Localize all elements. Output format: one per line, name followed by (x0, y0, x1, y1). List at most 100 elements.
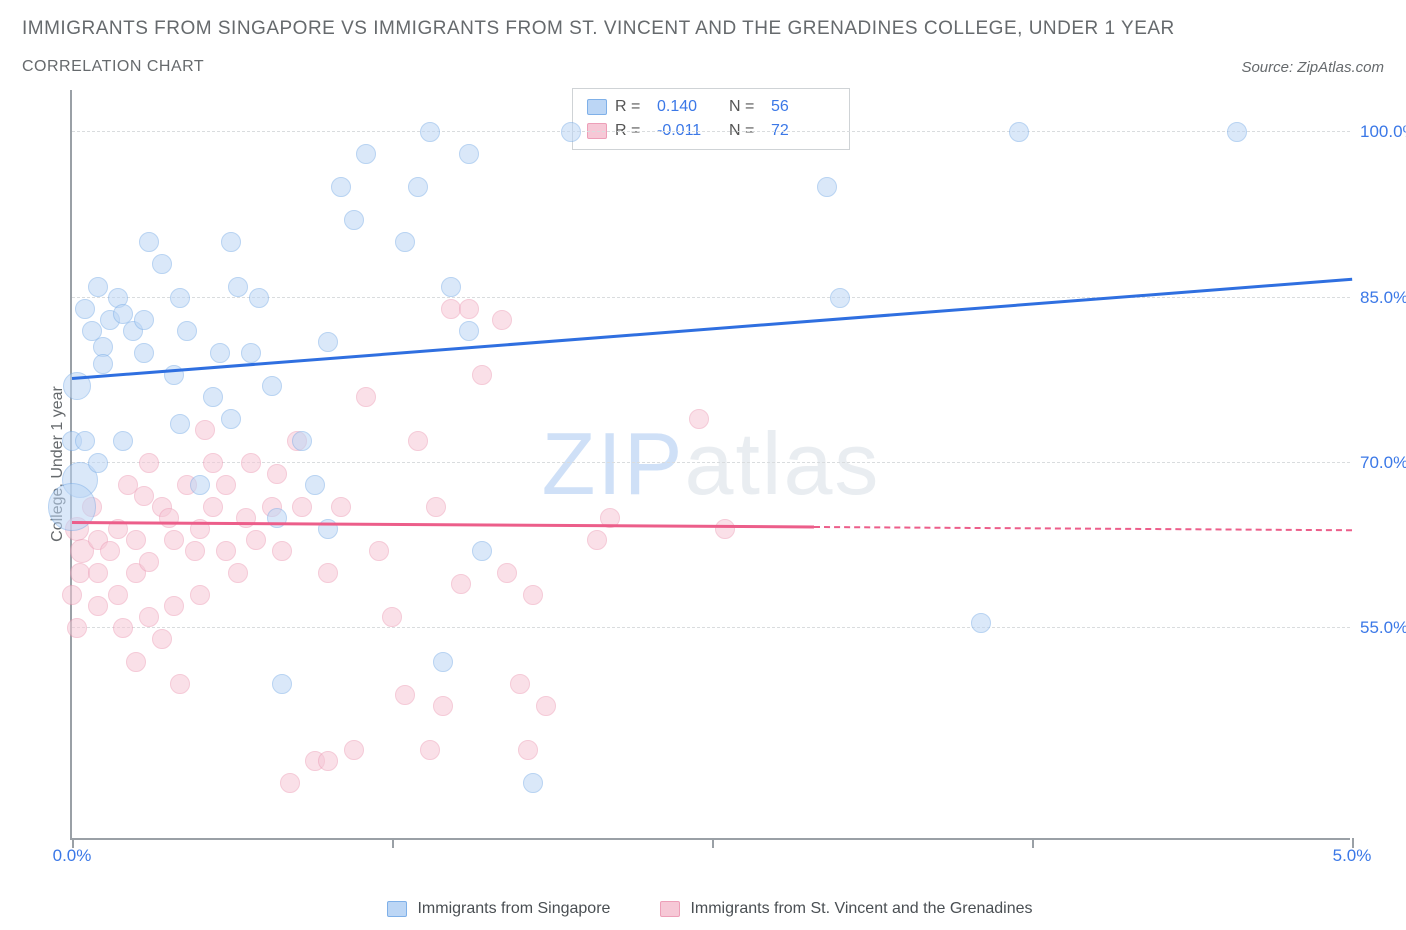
legend-swatch (387, 901, 407, 917)
scatter-point-stvincent (518, 740, 538, 760)
legend-label: Immigrants from St. Vincent and the Gren… (690, 900, 1032, 918)
scatter-point-stvincent (152, 629, 172, 649)
scatter-point-stvincent (67, 618, 87, 638)
legend-item: Immigrants from St. Vincent and the Gren… (660, 900, 1032, 918)
y-tick-label: 85.0% (1360, 288, 1406, 308)
scatter-point-singapore (170, 414, 190, 434)
n-label: N = (729, 98, 763, 116)
gridline (72, 462, 1350, 463)
scatter-point-stvincent (139, 552, 159, 572)
x-tick-label: 0.0% (53, 846, 92, 866)
scatter-point-singapore (344, 210, 364, 230)
scatter-point-singapore (459, 321, 479, 341)
scatter-point-stvincent (395, 685, 415, 705)
trend-line-stvincent (72, 521, 814, 528)
x-tick (1032, 838, 1034, 848)
legend-swatch (587, 99, 607, 115)
scatter-point-stvincent (159, 508, 179, 528)
scatter-point-singapore (221, 232, 241, 252)
scatter-point-singapore (221, 409, 241, 429)
scatter-point-singapore (830, 288, 850, 308)
scatter-point-stvincent (715, 519, 735, 539)
scatter-point-stvincent (472, 365, 492, 385)
scatter-point-stvincent (344, 740, 364, 760)
scatter-point-stvincent (267, 464, 287, 484)
legend-label: Immigrants from Singapore (417, 900, 610, 918)
scatter-point-stvincent (536, 696, 556, 716)
scatter-point-stvincent (190, 585, 210, 605)
scatter-point-singapore (210, 343, 230, 363)
scatter-point-stvincent (62, 585, 82, 605)
scatter-point-stvincent (126, 530, 146, 550)
scatter-point-singapore (523, 773, 543, 793)
legend-stat-row: R = 0.140 N = 56 (587, 95, 835, 119)
scatter-point-singapore (331, 177, 351, 197)
legend-item: Immigrants from Singapore (387, 900, 610, 918)
y-tick-label: 70.0% (1360, 453, 1406, 473)
scatter-point-singapore (262, 376, 282, 396)
scatter-point-singapore (1009, 122, 1029, 142)
scatter-point-stvincent (689, 409, 709, 429)
trend-line-stvincent (814, 526, 1352, 531)
scatter-point-singapore (472, 541, 492, 561)
scatter-point-stvincent (356, 387, 376, 407)
scatter-point-stvincent (203, 453, 223, 473)
x-tick-label: 5.0% (1333, 846, 1372, 866)
scatter-point-singapore (93, 354, 113, 374)
scatter-point-stvincent (170, 674, 190, 694)
legend-stats: R =0.140N =56R =-0.011N =72 (572, 88, 850, 150)
gridline (72, 627, 1350, 628)
scatter-point-singapore (249, 288, 269, 308)
scatter-point-stvincent (523, 585, 543, 605)
r-label: R = (615, 98, 649, 116)
watermark-post: atlas (685, 414, 881, 513)
scatter-point-singapore (113, 431, 133, 451)
scatter-point-stvincent (408, 431, 428, 451)
scatter-point-singapore (272, 674, 292, 694)
watermark: ZIPatlas (542, 413, 881, 515)
scatter-point-singapore (241, 343, 261, 363)
scatter-point-singapore (408, 177, 428, 197)
scatter-point-singapore (305, 475, 325, 495)
watermark-pre: ZIP (542, 414, 685, 513)
scatter-point-singapore (75, 299, 95, 319)
scatter-point-singapore (139, 232, 159, 252)
scatter-point-stvincent (280, 773, 300, 793)
scatter-point-stvincent (420, 740, 440, 760)
chart-subtitle: CORRELATION CHART (22, 58, 204, 76)
scatter-point-stvincent (492, 310, 512, 330)
scatter-point-stvincent (164, 596, 184, 616)
scatter-point-singapore (203, 387, 223, 407)
chart-container: IMMIGRANTS FROM SINGAPORE VS IMMIGRANTS … (0, 0, 1406, 930)
scatter-point-stvincent (185, 541, 205, 561)
scatter-point-singapore (177, 321, 197, 341)
scatter-point-singapore (561, 122, 581, 142)
scatter-point-stvincent (331, 497, 351, 517)
scatter-point-stvincent (433, 696, 453, 716)
scatter-point-stvincent (228, 563, 248, 583)
gridline (72, 131, 1350, 132)
scatter-point-singapore (152, 254, 172, 274)
scatter-point-singapore (292, 431, 312, 451)
scatter-point-singapore (441, 277, 461, 297)
scatter-point-singapore (420, 122, 440, 142)
scatter-point-stvincent (587, 530, 607, 550)
scatter-point-singapore (459, 144, 479, 164)
scatter-point-stvincent (292, 497, 312, 517)
scatter-point-stvincent (126, 652, 146, 672)
scatter-point-stvincent (510, 674, 530, 694)
scatter-point-stvincent (272, 541, 292, 561)
r-value: 0.140 (657, 98, 721, 116)
n-value: 56 (771, 98, 835, 116)
plot-outer: College, Under 1 year ZIPatlas R =0.140N… (42, 90, 1376, 880)
scatter-point-stvincent (100, 541, 120, 561)
x-tick (712, 838, 714, 848)
chart-title: IMMIGRANTS FROM SINGAPORE VS IMMIGRANTS … (22, 18, 1384, 40)
source-label: Source: ZipAtlas.com (1241, 59, 1384, 76)
scatter-point-stvincent (139, 453, 159, 473)
legend-swatch (660, 901, 680, 917)
scatter-point-stvincent (318, 751, 338, 771)
scatter-point-singapore (395, 232, 415, 252)
scatter-point-singapore (318, 332, 338, 352)
scatter-point-stvincent (195, 420, 215, 440)
